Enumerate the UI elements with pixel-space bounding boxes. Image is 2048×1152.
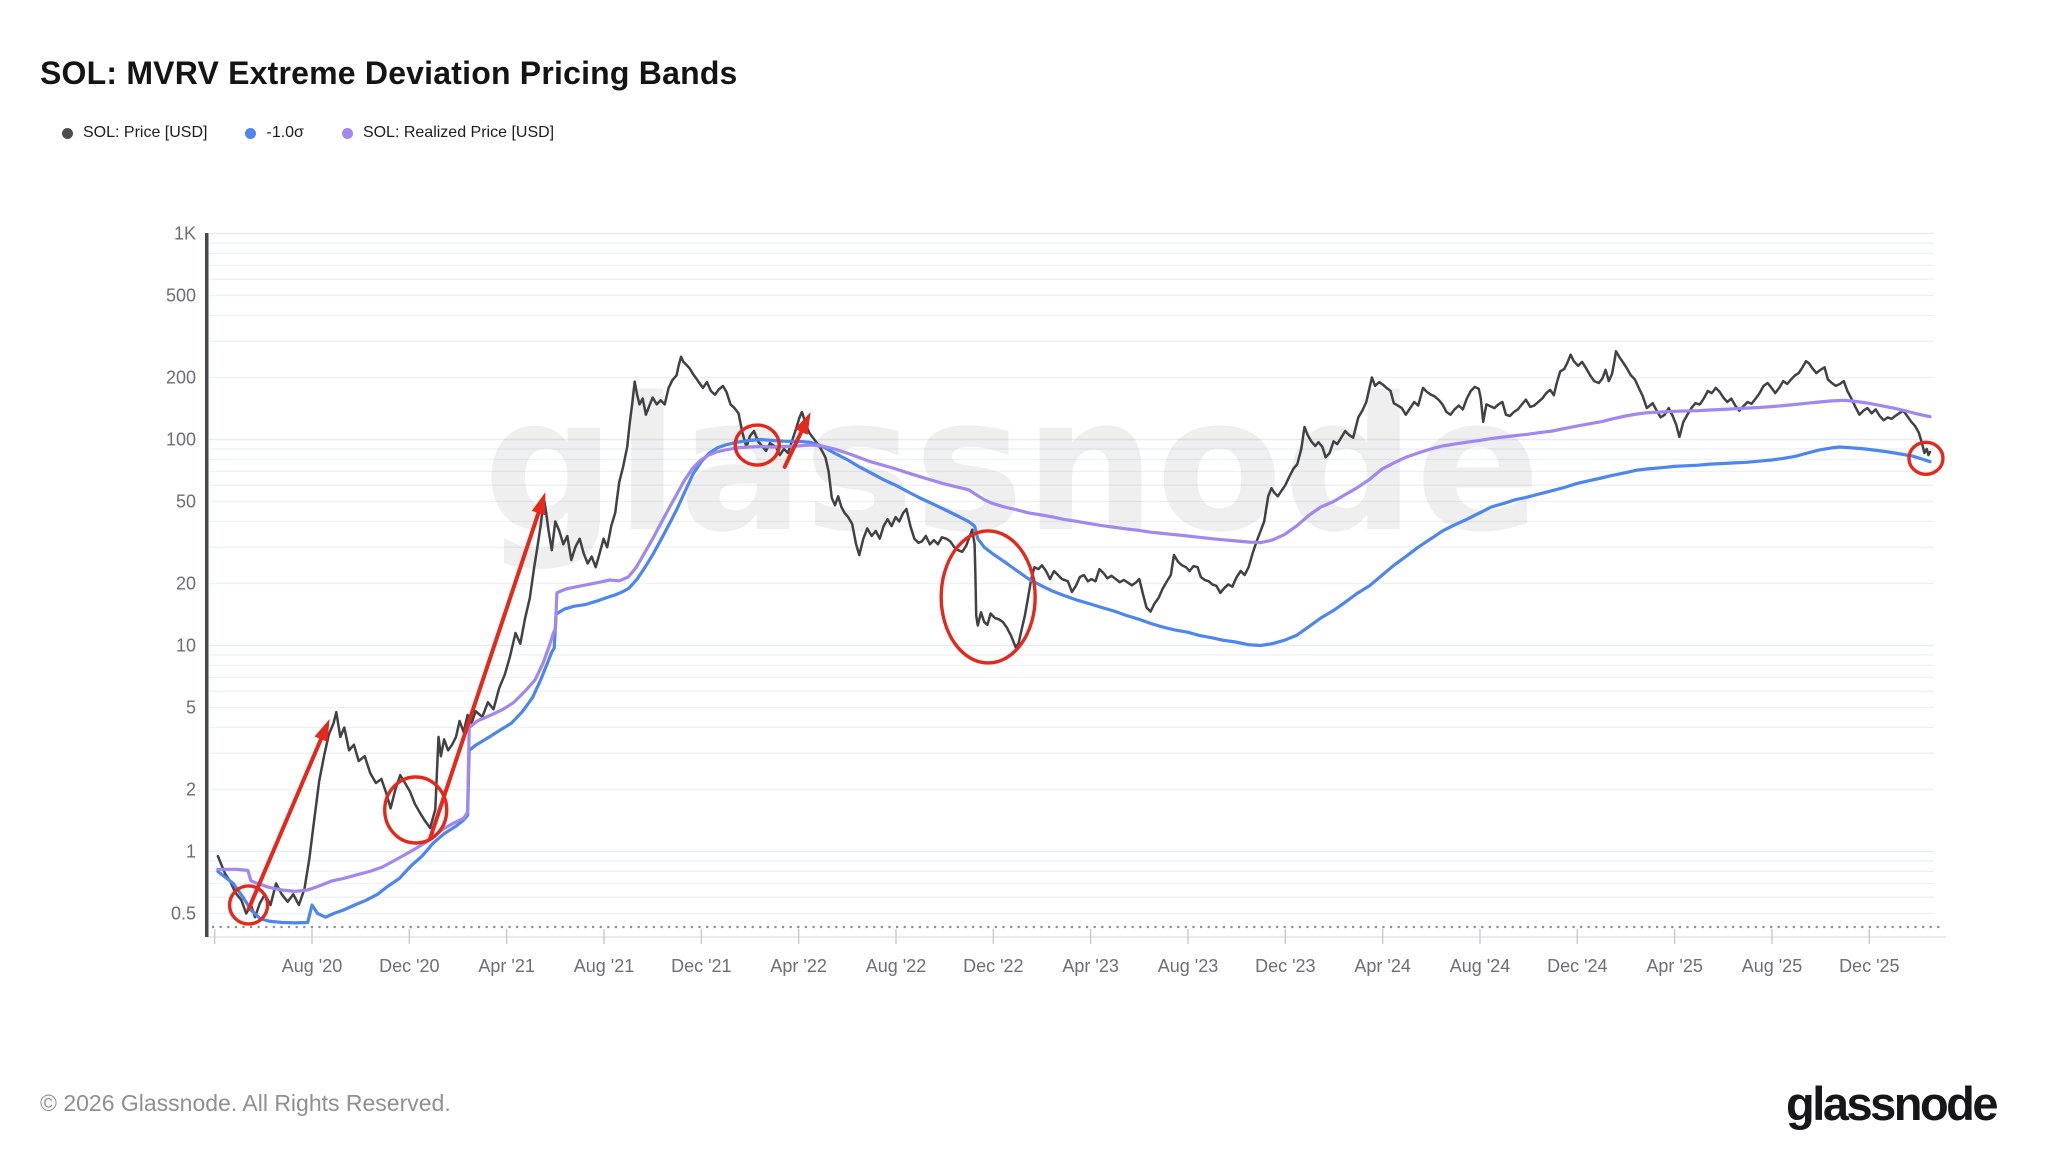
x-tick-label: Dec '21 [671, 956, 731, 976]
x-tick-label: Dec '24 [1547, 956, 1607, 976]
y-tick-label: 200 [166, 367, 196, 387]
legend-item-2[interactable]: SOL: Realized Price [USD] [341, 124, 555, 142]
glassnode-logo: glassnode [1786, 1077, 1998, 1130]
annotation-arrow-line [782, 429, 804, 469]
x-axis-labels: Aug '20 Dec '20 Apr '21 Aug '21 Dec '21 Apr '… [213, 929, 1900, 976]
legend-item-label: SOL: Realized Price [USD] [362, 124, 555, 141]
annotation-arrow-line [428, 511, 541, 841]
legend-item-0[interactable]: SOL: Price [USD] [62, 124, 207, 142]
annotation-circle [939, 529, 1037, 665]
annotation-circle [227, 884, 270, 926]
x-tick-label: Dec '22 [963, 956, 1023, 976]
y-tick-label: 50 [176, 492, 196, 512]
y-tick-label: 500 [166, 286, 196, 306]
annotations [227, 411, 1945, 926]
y-axis-labels: 1K 500 200 100 50 20 10 5 2 1 0.5 [166, 224, 196, 924]
y-tick-label: 1K [174, 224, 196, 244]
chart-legend: SOL: Price [USD] -1.0σ SOL: Realized Price… [62, 124, 554, 142]
y-tick-label: 100 [166, 430, 196, 450]
x-tick-label: Apr '23 [1062, 956, 1118, 976]
copyright-text: © 2026 Glassnode. All Rights Reserved. [40, 1090, 451, 1116]
y-tick-label: 2 [186, 779, 196, 799]
annotation-circle [383, 775, 449, 845]
legend-dot-icon [245, 127, 257, 139]
x-tick-label: Aug '25 [1742, 956, 1803, 976]
annotation-arrowhead-icon [794, 411, 811, 435]
legend-item-label: SOL: Price [USD] [83, 124, 208, 141]
annotation-arrowhead-icon [314, 718, 330, 742]
x-tick-label: Aug '23 [1158, 956, 1219, 976]
legend-item-label: -1.0σ [266, 124, 304, 141]
gridlines [209, 232, 1934, 915]
legend-dot-icon [62, 127, 73, 139]
x-tick-label: Dec '23 [1255, 956, 1315, 976]
x-tick-label: Apr '21 [478, 956, 534, 976]
x-tick-label: Apr '25 [1646, 956, 1702, 976]
x-tick-label: Aug '24 [1450, 956, 1511, 976]
series-line-minus-1-sigma[interactable] [216, 437, 1932, 925]
y-tick-label: 0.5 [171, 904, 196, 924]
x-tick-label: Dec '25 [1839, 956, 1899, 976]
y-tick-label: 10 [176, 636, 196, 656]
legend-item-1[interactable]: -1.0σ [245, 124, 304, 142]
y-tick-label: 5 [186, 698, 196, 718]
x-tick-label: Aug '21 [574, 956, 635, 976]
annotation-circle [733, 423, 781, 467]
y-tick-label: 1 [186, 842, 196, 862]
annotation-arrow-line [246, 737, 323, 912]
y-tick-label: 20 [176, 573, 196, 593]
series-line-sol-price[interactable] [216, 350, 1932, 919]
x-tick-label: Apr '22 [770, 956, 826, 976]
legend-dot-icon [341, 127, 353, 139]
y-axis-line [205, 233, 209, 937]
annotation-arrowhead-icon [531, 492, 546, 516]
annotation-circle [1907, 440, 1945, 477]
watermark-text: glassnode [483, 357, 1541, 573]
x-tick-label: Apr '24 [1354, 956, 1410, 976]
series-line-sol-realized-price[interactable] [216, 398, 1932, 893]
page-title: SOL: MVRV Extreme Deviation Pricing Band… [40, 55, 738, 92]
x-tick-label: Dec '20 [379, 956, 439, 976]
x-tick-label: Aug '20 [282, 956, 343, 976]
x-tick-label: Aug '22 [866, 956, 927, 976]
